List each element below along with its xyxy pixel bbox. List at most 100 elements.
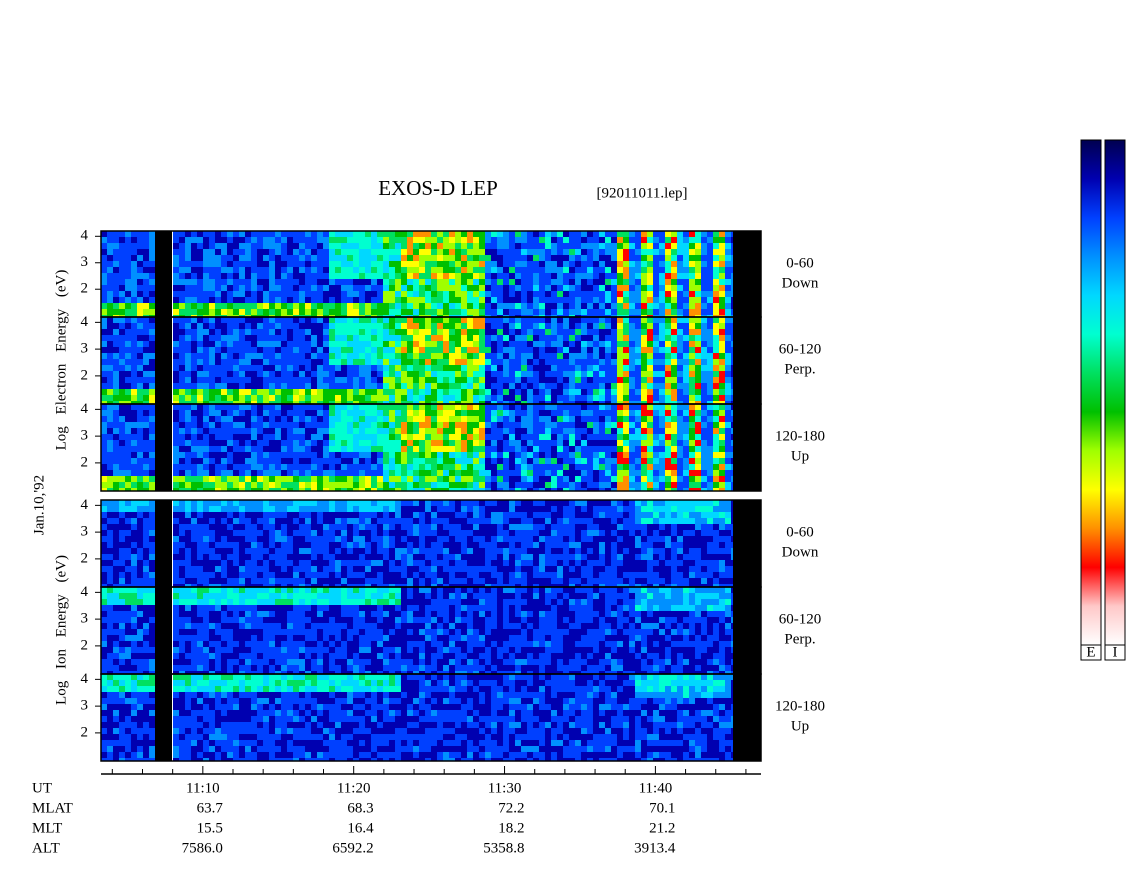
spectrogram-cell — [437, 353, 443, 359]
spectrogram-cell — [623, 371, 629, 377]
spectrogram-cell — [359, 458, 365, 464]
spectrogram-cell — [359, 249, 365, 255]
spectrogram-cell — [467, 389, 473, 395]
spectrogram-cell — [635, 341, 641, 347]
spectrogram-cell — [203, 470, 209, 476]
spectrogram-cell — [677, 231, 683, 237]
spectrogram-cell — [593, 440, 599, 446]
spectrogram-cell — [245, 578, 251, 584]
spectrogram-cell — [251, 395, 257, 401]
spectrogram-cell — [119, 249, 125, 255]
spectrogram-cell — [659, 434, 665, 440]
spectrogram-cell — [557, 335, 563, 341]
spectrogram-cell — [215, 464, 221, 470]
spectrogram-cell — [131, 410, 137, 416]
spectrogram-cell — [101, 542, 107, 548]
spectrogram-cell — [347, 404, 353, 410]
spectrogram-cell — [491, 482, 497, 488]
spectrogram-cell — [197, 440, 203, 446]
spectrogram-cell — [563, 273, 569, 279]
spectrogram-cell — [371, 347, 377, 353]
spectrogram-cell — [329, 249, 335, 255]
spectrogram-cell — [329, 458, 335, 464]
spectrogram-cell — [197, 434, 203, 440]
spectrogram-cell — [425, 395, 431, 401]
spectrogram-cell — [515, 482, 521, 488]
spectrogram-cell — [353, 410, 359, 416]
spectrogram-cell — [335, 285, 341, 291]
spectrogram-cell — [635, 317, 641, 323]
spectrogram-cell — [485, 359, 491, 365]
spectrogram-cell — [245, 470, 251, 476]
spectrogram-cell — [113, 323, 119, 329]
spectrogram-cell — [101, 512, 107, 518]
spectrogram-cell — [713, 428, 719, 434]
spectrogram-cell — [203, 518, 209, 524]
spectrogram-cell — [575, 440, 581, 446]
spectrogram-cell — [653, 267, 659, 273]
spectrogram-cell — [557, 261, 563, 267]
spectrogram-cell — [461, 353, 467, 359]
spectrogram-cell — [605, 482, 611, 488]
spectrogram-cell — [275, 410, 281, 416]
spectrogram-cell — [599, 255, 605, 261]
spectrogram-cell — [107, 458, 113, 464]
spectrogram-cell — [701, 395, 707, 401]
spectrogram-cell — [725, 428, 731, 434]
spectrogram-cell — [101, 560, 107, 566]
spectrogram-cell — [101, 554, 107, 560]
spectrogram-cell — [233, 512, 239, 518]
spectrogram-cell — [617, 255, 623, 261]
spectrogram-cell — [575, 410, 581, 416]
spectrogram-cell — [713, 434, 719, 440]
spectrogram-cell — [557, 377, 563, 383]
spectrogram-cell — [185, 440, 191, 446]
spectrogram-cell — [173, 389, 179, 395]
spectrogram-cell — [587, 231, 593, 237]
spectrogram-cell — [497, 279, 503, 285]
spectrogram-cell — [251, 359, 257, 365]
spectrogram-cell — [533, 365, 539, 371]
spectrogram-cell — [479, 422, 485, 428]
spectrogram-cell — [197, 365, 203, 371]
spectrogram-cell — [467, 323, 473, 329]
spectrogram-cell — [359, 329, 365, 335]
spectrogram-cell — [113, 482, 119, 488]
spectrogram-cell — [305, 353, 311, 359]
spectrogram-cell — [455, 404, 461, 410]
spectrogram-cell — [449, 371, 455, 377]
spectrogram-cell — [365, 329, 371, 335]
spectrogram-cell — [503, 303, 509, 309]
spectrogram-cell — [131, 329, 137, 335]
spectrogram-cell — [461, 359, 467, 365]
spectrogram-cell — [293, 428, 299, 434]
spectrogram-cell — [245, 371, 251, 377]
spectrogram-cell — [185, 482, 191, 488]
spectrogram-cell — [221, 291, 227, 297]
spectrogram-cell — [515, 237, 521, 243]
spectrogram-cell — [443, 353, 449, 359]
spectrogram-cell — [683, 297, 689, 303]
spectrogram-cell — [185, 512, 191, 518]
spectrogram-cell — [389, 317, 395, 323]
spectrogram-cell — [113, 506, 119, 512]
spectrogram-cell — [659, 329, 665, 335]
spectrogram-cell — [695, 341, 701, 347]
spectrogram-cell — [419, 297, 425, 303]
spectrogram-cell — [587, 329, 593, 335]
spectrogram-cell — [689, 371, 695, 377]
spectrogram-cell — [335, 353, 341, 359]
spectrogram-cell — [533, 323, 539, 329]
spectrogram-cell — [179, 410, 185, 416]
spectrogram-cell — [215, 347, 221, 353]
spectrogram-cell — [701, 452, 707, 458]
spectrogram-cell — [275, 416, 281, 422]
spectrogram-cell — [587, 383, 593, 389]
spectrogram-cell — [419, 416, 425, 422]
spectrogram-cell — [281, 243, 287, 249]
spectrogram-cell — [611, 452, 617, 458]
spectrogram-cell — [125, 297, 131, 303]
spectrogram-cell — [353, 482, 359, 488]
spectrogram-cell — [137, 482, 143, 488]
